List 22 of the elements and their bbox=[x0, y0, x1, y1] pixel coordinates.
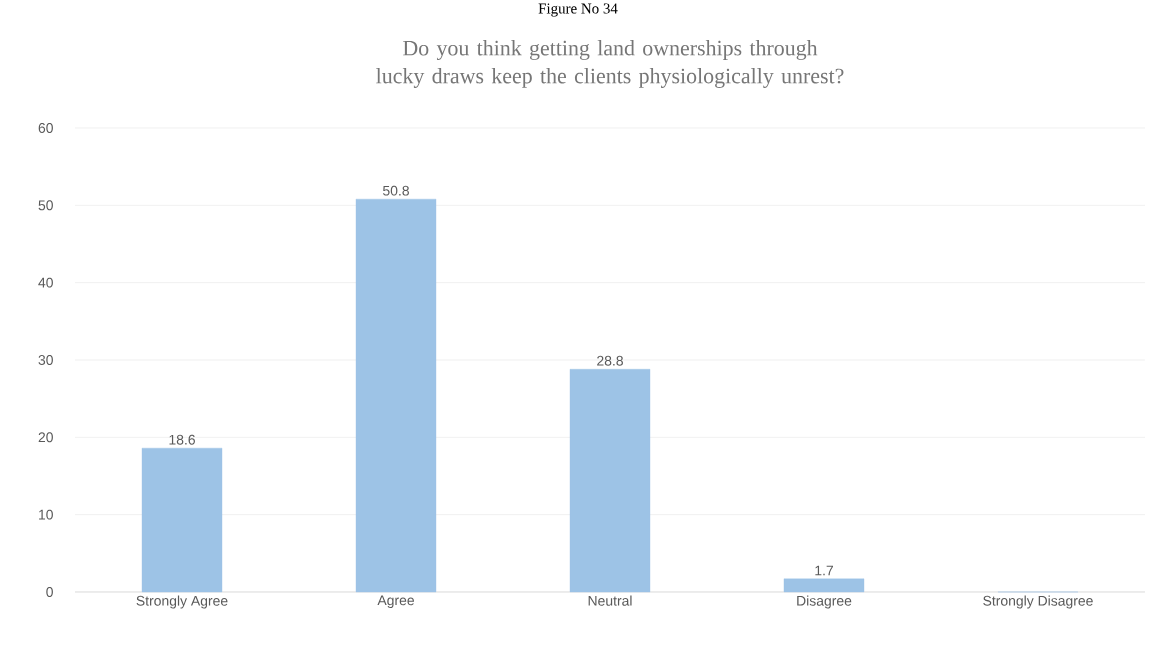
bar bbox=[783, 578, 865, 593]
data-label: 1.7 bbox=[815, 565, 833, 576]
x-tick-label: Strongly Disagree bbox=[983, 595, 1093, 609]
bar bbox=[569, 369, 651, 593]
bar bbox=[355, 198, 437, 593]
x-tick-label: Agree bbox=[377, 595, 414, 608]
y-tick-label: 10 bbox=[39, 509, 53, 520]
y-tick-label: 60 bbox=[38, 123, 53, 133]
x-tick-label: Neutral bbox=[588, 595, 632, 606]
y-tick-label: 40 bbox=[38, 277, 53, 288]
data-label: 50.8 bbox=[382, 185, 409, 196]
x-tick-label: Disagree bbox=[797, 595, 852, 609]
y-tick-label: 30 bbox=[38, 355, 53, 365]
x-tick-label: Strongly Agree bbox=[136, 595, 228, 609]
chart-title: Do you think getting land ownerships through lucky draws keep the clients physiologically unrest? bbox=[376, 40, 844, 88]
text: Figure No 34 bbox=[538, 3, 618, 17]
y-tick-label: 50 bbox=[38, 200, 53, 211]
y-tick-label: 0 bbox=[46, 587, 53, 597]
bar bbox=[141, 447, 223, 593]
y-tick-label: 20 bbox=[38, 432, 53, 443]
data-label: 28.8 bbox=[597, 355, 623, 366]
data-label: 18.6 bbox=[169, 434, 195, 445]
